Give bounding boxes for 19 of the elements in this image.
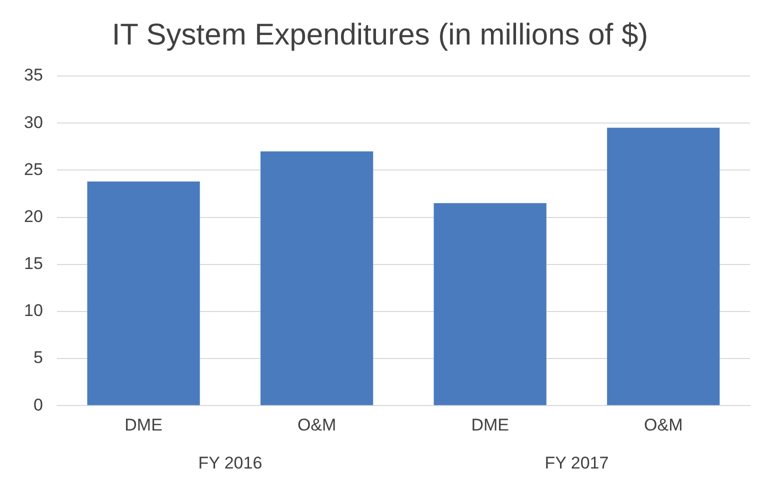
y-tick-label: 35	[24, 66, 43, 85]
chart-title: IT System Expenditures (in millions of $)	[112, 18, 648, 52]
bar	[607, 128, 720, 406]
x-tick-label: DME	[124, 415, 162, 434]
bar	[260, 151, 374, 406]
y-tick-label: 15	[24, 254, 43, 274]
y-tick-label: 5	[33, 348, 43, 368]
y-tick-label: 25	[24, 160, 43, 179]
y-tick-label: 20	[24, 206, 43, 226]
text: FY 2016	[198, 454, 262, 473]
x-tick-label: O&M	[297, 415, 336, 434]
x-tick-label: O&M	[644, 415, 683, 434]
y-tick-label: 0	[33, 395, 43, 414]
bar	[87, 181, 200, 406]
text: FY 2017	[544, 454, 609, 473]
y-tick-label: 30	[24, 112, 43, 132]
y-tick-label: 10	[24, 301, 43, 320]
x-tick-label: DME	[471, 415, 509, 434]
bar	[434, 203, 546, 406]
